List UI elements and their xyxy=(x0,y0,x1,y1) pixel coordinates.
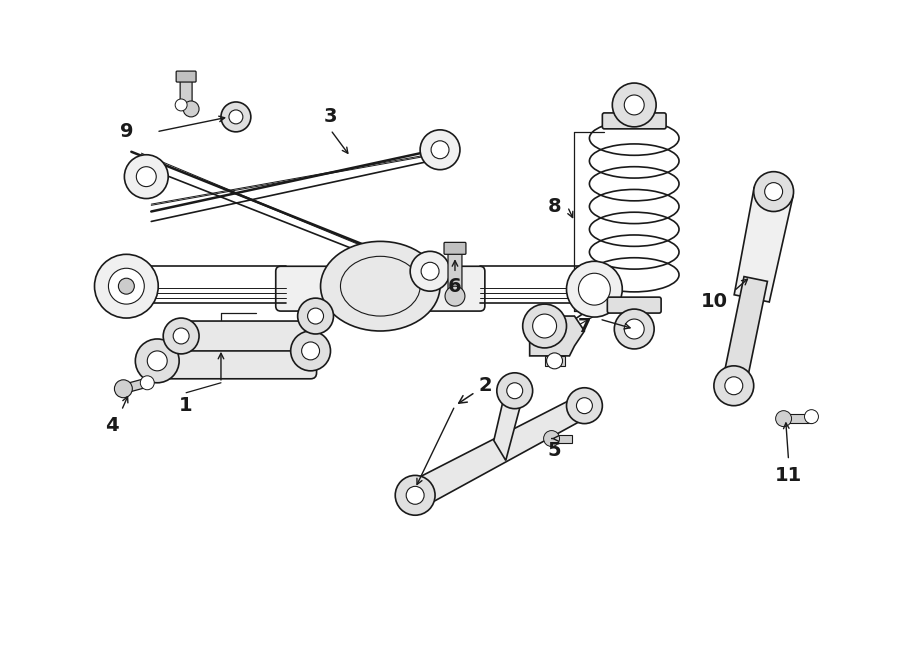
Circle shape xyxy=(421,262,439,280)
Circle shape xyxy=(753,172,794,212)
Circle shape xyxy=(625,319,644,339)
Circle shape xyxy=(176,99,187,111)
Circle shape xyxy=(612,83,656,127)
Circle shape xyxy=(533,314,556,338)
Text: 7: 7 xyxy=(578,317,591,336)
Circle shape xyxy=(114,380,132,398)
FancyBboxPatch shape xyxy=(176,321,320,351)
Circle shape xyxy=(714,366,753,406)
Circle shape xyxy=(544,430,560,447)
Circle shape xyxy=(445,286,465,306)
Circle shape xyxy=(406,486,424,504)
Polygon shape xyxy=(530,316,584,356)
Circle shape xyxy=(805,410,818,424)
Circle shape xyxy=(221,102,251,132)
Circle shape xyxy=(135,339,179,383)
Polygon shape xyxy=(722,276,768,388)
FancyBboxPatch shape xyxy=(176,71,196,82)
Circle shape xyxy=(566,388,602,424)
Circle shape xyxy=(615,309,654,349)
Polygon shape xyxy=(494,381,522,461)
Circle shape xyxy=(229,110,243,124)
Circle shape xyxy=(431,141,449,159)
Circle shape xyxy=(108,268,144,304)
Circle shape xyxy=(625,95,644,115)
Circle shape xyxy=(410,251,450,291)
Polygon shape xyxy=(783,414,813,423)
Circle shape xyxy=(183,101,199,117)
Polygon shape xyxy=(544,356,564,366)
Circle shape xyxy=(497,373,533,408)
Circle shape xyxy=(577,398,592,414)
Circle shape xyxy=(523,304,566,348)
Text: 4: 4 xyxy=(104,416,118,435)
Circle shape xyxy=(291,331,330,371)
Circle shape xyxy=(420,130,460,170)
Circle shape xyxy=(546,353,562,369)
Polygon shape xyxy=(407,396,590,507)
Circle shape xyxy=(163,318,199,354)
Ellipse shape xyxy=(320,241,440,331)
Circle shape xyxy=(298,298,334,334)
Polygon shape xyxy=(734,188,793,302)
Circle shape xyxy=(119,278,134,294)
FancyBboxPatch shape xyxy=(150,343,317,379)
Circle shape xyxy=(173,328,189,344)
Circle shape xyxy=(579,273,610,305)
Text: 9: 9 xyxy=(120,122,133,141)
Text: 10: 10 xyxy=(700,292,727,311)
FancyBboxPatch shape xyxy=(602,113,666,129)
Circle shape xyxy=(724,377,742,395)
Circle shape xyxy=(140,376,154,390)
Circle shape xyxy=(566,261,622,317)
Text: 1: 1 xyxy=(179,396,193,415)
Text: 2: 2 xyxy=(459,376,491,403)
FancyBboxPatch shape xyxy=(608,297,662,313)
FancyBboxPatch shape xyxy=(444,243,466,254)
Circle shape xyxy=(507,383,523,399)
Text: 3: 3 xyxy=(324,107,338,126)
Text: 11: 11 xyxy=(775,466,802,485)
Polygon shape xyxy=(551,434,572,442)
Text: 6: 6 xyxy=(448,277,462,295)
Text: 5: 5 xyxy=(548,441,562,460)
Circle shape xyxy=(308,308,323,324)
Circle shape xyxy=(302,342,319,360)
Circle shape xyxy=(765,182,783,200)
Circle shape xyxy=(776,410,792,426)
FancyBboxPatch shape xyxy=(448,251,462,297)
Polygon shape xyxy=(121,378,150,394)
FancyBboxPatch shape xyxy=(180,78,192,110)
Circle shape xyxy=(124,155,168,198)
Text: 8: 8 xyxy=(548,197,562,216)
Circle shape xyxy=(94,254,158,318)
Circle shape xyxy=(395,475,435,515)
Circle shape xyxy=(148,351,167,371)
FancyBboxPatch shape xyxy=(275,266,485,311)
Circle shape xyxy=(136,167,157,186)
